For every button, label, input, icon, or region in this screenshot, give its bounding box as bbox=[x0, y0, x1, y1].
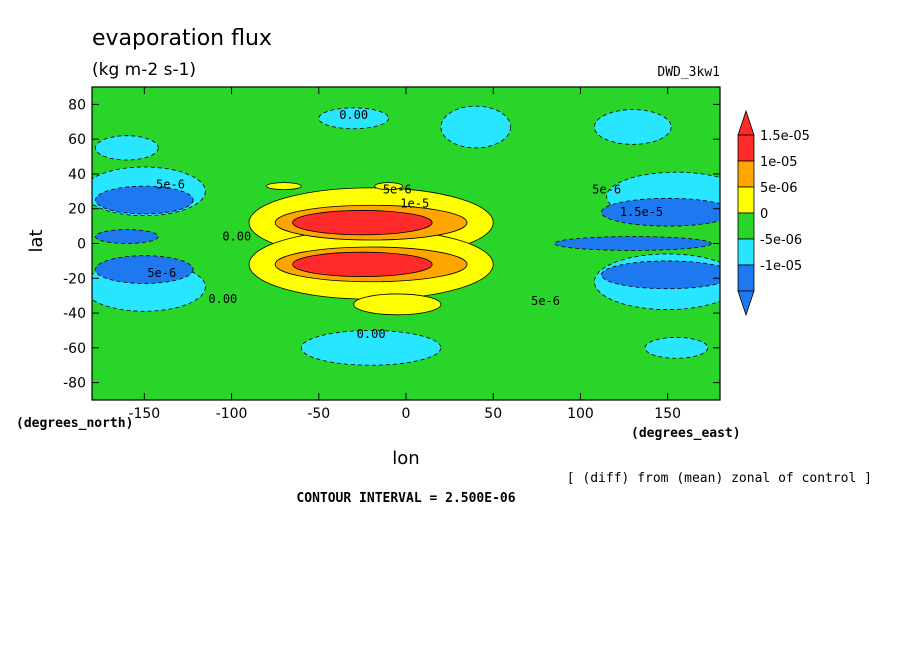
x-axis: -150 -100 -50 0 50 100 150 bbox=[128, 87, 681, 422]
contour-region-16 bbox=[553, 236, 712, 251]
contour-label-2: 0.00 bbox=[208, 292, 237, 306]
colorbar: 1.5e-05 1e-05 5e-06 0 -5e-06 -1e-05 bbox=[737, 109, 810, 317]
colorbar-label: -1e-05 bbox=[760, 259, 802, 274]
colorbar-label: 0 bbox=[760, 207, 768, 222]
chart-units: (kg m-2 s-1) bbox=[92, 60, 196, 80]
y-units-label: (degrees_north) bbox=[16, 416, 133, 431]
contour-region-4 bbox=[95, 135, 159, 161]
colorbar-swatch-4 bbox=[737, 212, 755, 240]
y-tick-label: 40 bbox=[68, 167, 86, 183]
colorbar-label: 5e-06 bbox=[760, 181, 798, 196]
y-tick-label: -60 bbox=[63, 341, 86, 357]
contour-region-19 bbox=[353, 293, 442, 316]
y-tick-label: -40 bbox=[63, 306, 86, 322]
colorbar-label: 1e-05 bbox=[760, 155, 798, 170]
x-tick-label: -150 bbox=[128, 406, 160, 422]
diff-note: [ (diff) from (mean) zonal of control ] bbox=[567, 471, 872, 486]
x-tick-label: 150 bbox=[654, 406, 681, 422]
plot-area: 0.000.000.000.005e-65e-65e-61e-55e-61.5e… bbox=[92, 87, 720, 400]
y-axis: -80 -60 -40 -20 0 20 40 60 80 bbox=[63, 97, 720, 392]
x-axis-label: lon bbox=[392, 448, 419, 469]
colorbar-extend-top bbox=[737, 109, 755, 136]
contour-label-9: 5e-6 bbox=[531, 294, 560, 308]
contour-label-5: 5e-6 bbox=[156, 177, 185, 191]
y-axis-label: lat bbox=[26, 229, 47, 252]
dataset-label: DWD_3kw1 bbox=[657, 65, 720, 80]
y-tick-label: 20 bbox=[68, 202, 86, 218]
contour-label-4: 0.00 bbox=[222, 230, 251, 244]
colorbar-label: 1.5e-05 bbox=[760, 129, 810, 144]
x-tick-label: 100 bbox=[567, 406, 594, 422]
contour-region-1 bbox=[318, 107, 389, 130]
contour-region-24 bbox=[292, 210, 433, 236]
contour-label-3: 0.00 bbox=[357, 327, 386, 341]
contour-region-20 bbox=[374, 182, 403, 190]
chart-title: evaporation flux bbox=[92, 26, 272, 51]
y-tick-label: 0 bbox=[77, 237, 86, 253]
contour-label-7: 5e-6 bbox=[383, 183, 412, 197]
contour-region-11 bbox=[95, 185, 194, 215]
colorbar-swatch-1 bbox=[737, 134, 755, 162]
contour-region-2 bbox=[440, 105, 512, 149]
colorbar-swatch-6 bbox=[737, 264, 755, 292]
x-tick-label: -50 bbox=[307, 406, 330, 422]
x-units-label: (degrees_east) bbox=[631, 426, 741, 441]
x-tick-label: 0 bbox=[402, 406, 411, 422]
contour-region-15 bbox=[600, 260, 720, 290]
contour-label-6: 5e-6 bbox=[147, 266, 176, 280]
contour-region-13 bbox=[95, 229, 159, 244]
colorbar-swatch-5 bbox=[737, 238, 755, 266]
contour-label-8: 1e-5 bbox=[400, 197, 429, 211]
colorbar-label: -5e-06 bbox=[760, 233, 802, 248]
colorbar-swatch-3 bbox=[737, 186, 755, 214]
x-tick-label: -100 bbox=[216, 406, 248, 422]
contour-interval: CONTOUR INTERVAL = 2.500E-06 bbox=[296, 491, 515, 506]
x-tick-label: 50 bbox=[484, 406, 502, 422]
y-tick-label: -80 bbox=[63, 376, 86, 392]
contour-region-14 bbox=[600, 197, 720, 227]
y-tick-label: 80 bbox=[68, 97, 86, 113]
contour-region-25 bbox=[292, 251, 433, 277]
contour-label-1: 0.00 bbox=[339, 108, 368, 122]
contour-region-21 bbox=[266, 182, 302, 190]
contour-region-10 bbox=[644, 337, 709, 359]
contour-region-12 bbox=[95, 255, 194, 284]
colorbar-extend-bottom bbox=[737, 290, 755, 317]
contour-label-10: 1.5e-5 bbox=[620, 205, 663, 219]
contour-region-9 bbox=[300, 330, 442, 366]
y-tick-label: -20 bbox=[63, 271, 86, 287]
contour-region-3 bbox=[594, 109, 672, 145]
contour-label-11: 5e-6 bbox=[592, 183, 621, 197]
y-tick-label: 60 bbox=[68, 132, 86, 148]
colorbar-swatch-2 bbox=[737, 160, 755, 188]
